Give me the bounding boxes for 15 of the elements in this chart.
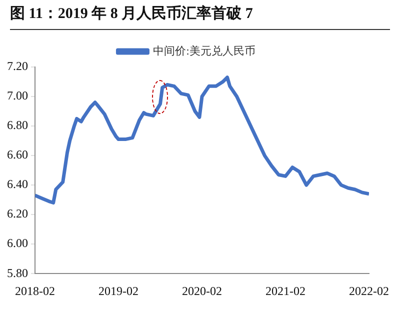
y-tick-label: 6.40	[7, 177, 28, 192]
y-tick-label: 6.80	[7, 118, 28, 132]
x-tick-label: 2019-02	[98, 284, 138, 298]
y-tick-label: 7.20	[7, 59, 28, 74]
x-tick-label: 2018-02	[15, 284, 55, 298]
y-tick-label: 7.00	[7, 88, 28, 103]
x-tick-label: 2020-02	[182, 284, 222, 298]
x-tick-label: 2022-02	[349, 284, 389, 298]
y-tick-label: 6.00	[7, 236, 28, 250]
chart-title: 图 11：2019 年 8 月人民币汇率首破 7	[10, 4, 390, 30]
x-tick-label: 2021-02	[266, 284, 306, 298]
y-tick-label: 5.80	[7, 266, 28, 280]
y-tick-label: 6.60	[7, 148, 28, 162]
legend-label: 中间价:美元兑人民币	[153, 44, 256, 58]
y-tick-label: 6.20	[7, 206, 28, 221]
